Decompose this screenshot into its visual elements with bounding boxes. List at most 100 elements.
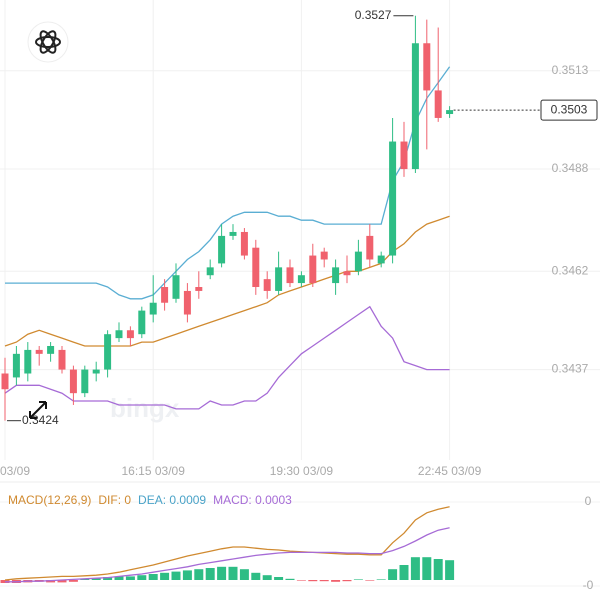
- candle-body: [183, 290, 191, 315]
- candle-body: [252, 247, 260, 288]
- candle-body: [12, 353, 20, 378]
- candle-body: [423, 43, 431, 91]
- watermark: bingx: [110, 393, 180, 423]
- last-price-box: [540, 99, 598, 121]
- logo-orbit: [39, 30, 57, 54]
- macd-bar: [342, 580, 352, 582]
- candle-body: [297, 275, 305, 284]
- candle-body: [446, 110, 454, 115]
- macd-line: [4, 506, 450, 581]
- candle-body: [115, 330, 123, 339]
- macd-bar: [399, 565, 409, 580]
- legend-entry: DIF: 0: [98, 493, 131, 507]
- macd-bar: [114, 576, 124, 580]
- macd-title: MACD(12,26,9): [8, 493, 91, 507]
- macd-legend: MACD(12,26,9) DIF: 0 DEA: 0.0009 MACD: 0.00…: [8, 493, 292, 507]
- candle-body: [161, 287, 169, 303]
- candle-body: [81, 369, 89, 394]
- candle-body: [309, 255, 317, 284]
- candle-body: [1, 373, 9, 390]
- candle-body: [332, 267, 340, 284]
- y-tick-label: 0.3437: [552, 362, 589, 376]
- macd-bar: [68, 580, 78, 582]
- logo-circle: [27, 21, 69, 63]
- expand-icon[interactable]: [29, 401, 47, 419]
- macd-bar: [137, 575, 147, 580]
- macd-bar: [331, 580, 341, 582]
- indicator-line: [5, 66, 451, 300]
- macd-bar: [365, 580, 375, 581]
- candle-body: [389, 141, 397, 256]
- candle-body: [343, 271, 351, 276]
- x-tick-label: 03/09: [0, 464, 30, 478]
- x-tick-label: 19:30 03/09: [270, 464, 334, 478]
- macd-bar: [410, 557, 420, 580]
- legend-entry: DEA: 0.0009: [138, 493, 206, 507]
- macd-bar: [319, 580, 329, 582]
- macd-bar: [296, 580, 306, 581]
- macd-bar: [148, 574, 158, 580]
- logo-orbit: [35, 36, 61, 48]
- macd-bar: [308, 580, 318, 582]
- y-tick-label: 0: [585, 494, 592, 508]
- last-price-label: 0.3503: [551, 102, 588, 116]
- macd-bar: [103, 577, 113, 580]
- logo: [27, 21, 69, 63]
- candle-body: [69, 369, 77, 394]
- macd-bar: [388, 569, 398, 580]
- macd-bar: [182, 570, 192, 580]
- candle-body: [206, 267, 214, 276]
- expand-arrows[interactable]: [29, 401, 47, 419]
- macd-bar: [433, 559, 443, 580]
- y-tick-label: 0.3513: [552, 63, 589, 77]
- candle-body: [218, 235, 226, 264]
- macd-bar: [274, 577, 284, 580]
- candle-body: [138, 310, 146, 335]
- macd-bar: [239, 569, 249, 580]
- macd-bar: [57, 580, 67, 583]
- candle-body: [195, 287, 203, 291]
- macd-bar: [205, 568, 215, 580]
- candle-body: [434, 90, 442, 118]
- candle-body: [47, 345, 55, 354]
- candle-body: [320, 251, 328, 260]
- y-tick-label: -0: [583, 578, 594, 592]
- candle-body: [411, 43, 419, 170]
- macd-bar: [353, 579, 363, 580]
- high-marker-label: 0.3527: [355, 8, 392, 22]
- macd-bar: [125, 576, 135, 580]
- macd-bar: [171, 571, 181, 580]
- y-tick-label: 0.3462: [552, 263, 589, 277]
- macd-bar: [445, 560, 455, 580]
- x-tick-label: 16:15 03/09: [121, 464, 185, 478]
- candle-body: [229, 231, 237, 236]
- macd-bar: [91, 578, 101, 580]
- candle-body: [35, 349, 43, 354]
- macd-bar: [285, 578, 295, 580]
- candle-body: [104, 334, 112, 370]
- candle-body: [354, 251, 362, 272]
- indicator-line: [4, 215, 450, 347]
- macd-bar: [194, 569, 204, 580]
- y-tick-label: 0.3488: [552, 161, 589, 175]
- low-marker-label: 0.3424: [22, 413, 59, 427]
- macd-bar: [262, 575, 272, 580]
- candle-body: [172, 275, 180, 299]
- macd-bar: [251, 572, 261, 580]
- candle-body: [58, 349, 66, 370]
- candle-body: [149, 302, 157, 315]
- macd-bar: [217, 566, 227, 580]
- candle-body: [263, 279, 271, 291]
- macd-bar: [228, 566, 238, 580]
- indicator-line: [4, 305, 450, 410]
- candle-body: [366, 235, 374, 260]
- x-tick-label: 22:45 03/09: [418, 464, 482, 478]
- candle-body: [126, 330, 134, 339]
- candle-body: [377, 255, 385, 264]
- candle-body: [24, 349, 32, 374]
- macd-bar: [376, 579, 386, 580]
- candle-body: [275, 267, 283, 291]
- macd-line: [5, 527, 450, 583]
